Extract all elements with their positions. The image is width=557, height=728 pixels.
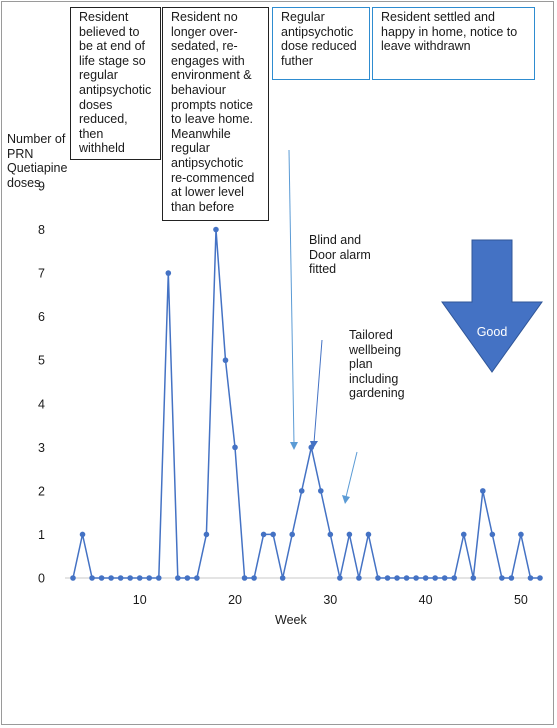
y-tick-label: 6 (38, 310, 45, 324)
data-point (222, 357, 229, 364)
data-point (251, 575, 257, 581)
data-point (298, 488, 305, 494)
annotation-blind-door-alarm: Blind and Door alarm fitted (309, 233, 371, 277)
data-point (79, 531, 86, 538)
good-arrow: Good (441, 239, 543, 373)
data-point (155, 575, 162, 581)
good-arrow-label: Good (477, 325, 508, 339)
data-point (308, 444, 315, 451)
y-tick-label: 5 (38, 354, 45, 368)
data-point (365, 531, 372, 538)
data-point (146, 575, 153, 581)
data-point (98, 575, 105, 581)
y-tick-label: 9 (38, 180, 45, 194)
arrow-head-wellbeing (342, 495, 350, 504)
x-axis-label: Week (275, 613, 307, 627)
x-tick-label: 10 (133, 593, 147, 607)
y-tick-label: 7 (38, 267, 45, 281)
data-point (337, 575, 343, 581)
annotation-box-end-of-life: Resident believed to be at end of life s… (70, 7, 161, 160)
good-arrow-shape (441, 239, 543, 373)
data-point (346, 531, 353, 538)
data-point (384, 575, 391, 581)
arrow-line-dose-reduced (288, 149, 295, 445)
arrow-head-dose-reduced (290, 442, 298, 450)
data-point (432, 575, 438, 581)
data-point (260, 531, 267, 538)
y-tick-label: 8 (38, 223, 45, 237)
data-point (537, 575, 543, 581)
data-point (394, 575, 400, 581)
data-point (413, 575, 419, 581)
data-point (327, 531, 334, 538)
data-point (194, 575, 200, 581)
data-point (203, 531, 210, 538)
data-point (89, 575, 95, 581)
data-point (441, 575, 448, 581)
data-point (451, 575, 458, 581)
annotation-box-settled: Resident settled and happy in home, noti… (372, 7, 535, 80)
data-point (460, 531, 467, 538)
data-point (241, 575, 248, 581)
annotation-wellbeing-plan: Tailored wellbeing plan including garden… (349, 328, 405, 401)
data-point (422, 575, 429, 581)
data-point (289, 531, 296, 538)
data-point (518, 531, 524, 538)
data-point (127, 575, 133, 581)
data-point (136, 575, 143, 581)
data-point (184, 575, 191, 581)
series-line (72, 229, 540, 579)
data-point (175, 575, 181, 581)
data-point (403, 575, 410, 581)
x-tick-label: 50 (514, 593, 528, 607)
data-point (108, 575, 114, 581)
data-point (480, 488, 486, 494)
x-tick-label: 40 (419, 593, 433, 607)
data-point (232, 444, 238, 451)
data-point (165, 270, 172, 276)
y-tick-label: 2 (38, 484, 45, 498)
data-point (279, 575, 286, 581)
y-tick-label: 1 (38, 528, 45, 542)
y-tick-label: 3 (38, 441, 45, 455)
arrow-line-wellbeing (345, 451, 358, 498)
data-point (213, 226, 219, 233)
data-point (270, 531, 276, 538)
annotation-box-re-engages: Resident no longer over- sedated, re- en… (162, 7, 269, 221)
arrow-head-blind-door (310, 441, 318, 449)
data-point (508, 575, 515, 581)
data-point (70, 575, 76, 581)
x-tick-label: 30 (323, 593, 337, 607)
data-point (117, 575, 124, 581)
y-axis-label: Number of PRN Quetiapine doses (7, 132, 68, 190)
data-point (499, 575, 505, 581)
x-tick-label: 20 (228, 593, 242, 607)
y-tick-label: 4 (38, 397, 45, 411)
arrow-line-blind-door (313, 339, 323, 444)
data-point (317, 488, 324, 494)
y-tick-label: 0 (38, 572, 45, 586)
annotation-box-dose-reduced: Regular antipsychotic dose reduced futhe… (272, 7, 370, 80)
data-point (489, 531, 496, 538)
data-point (470, 575, 477, 581)
data-point (527, 575, 534, 581)
data-point (356, 575, 362, 581)
data-point (375, 575, 381, 581)
